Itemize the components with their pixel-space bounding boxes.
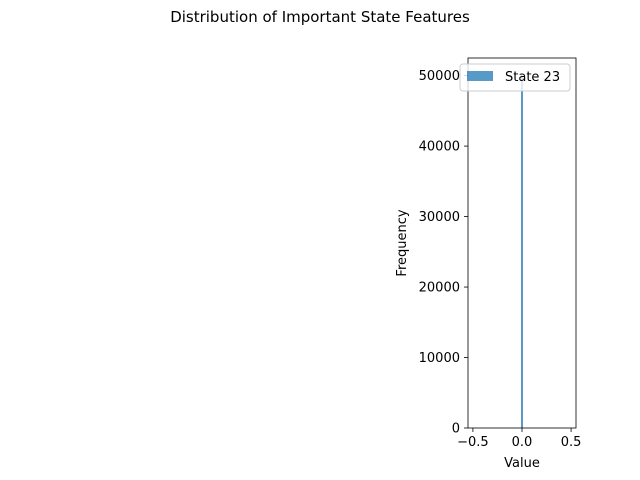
y-tick-label: 40000 xyxy=(419,140,460,155)
x-tick-label: −0.5 xyxy=(457,435,489,450)
y-tick-label: 50000 xyxy=(419,69,460,84)
legend-swatch xyxy=(467,71,493,81)
x-tick-label: 0.5 xyxy=(561,435,582,450)
legend-label: State 23 xyxy=(505,70,560,85)
plot-frame xyxy=(467,57,577,429)
x-ticks: −0.5 0.0 0.5 xyxy=(457,428,581,450)
chart-title: Distribution of Important State Features xyxy=(170,8,470,26)
histogram-bar xyxy=(521,75,523,428)
x-tick-label: 0.0 xyxy=(512,435,533,450)
legend: State 23 xyxy=(459,63,571,92)
y-tick-label: 0 xyxy=(452,422,460,437)
y-axis-label: Frequency xyxy=(395,209,410,276)
y-tick-label: 20000 xyxy=(419,281,460,296)
y-ticks: 0 10000 20000 30000 40000 50000 xyxy=(419,69,468,437)
y-tick-label: 10000 xyxy=(419,351,460,366)
legend-box xyxy=(459,63,571,92)
x-axis-label: Value xyxy=(504,456,540,471)
y-tick-label: 30000 xyxy=(419,210,460,225)
bars-group xyxy=(521,75,523,428)
